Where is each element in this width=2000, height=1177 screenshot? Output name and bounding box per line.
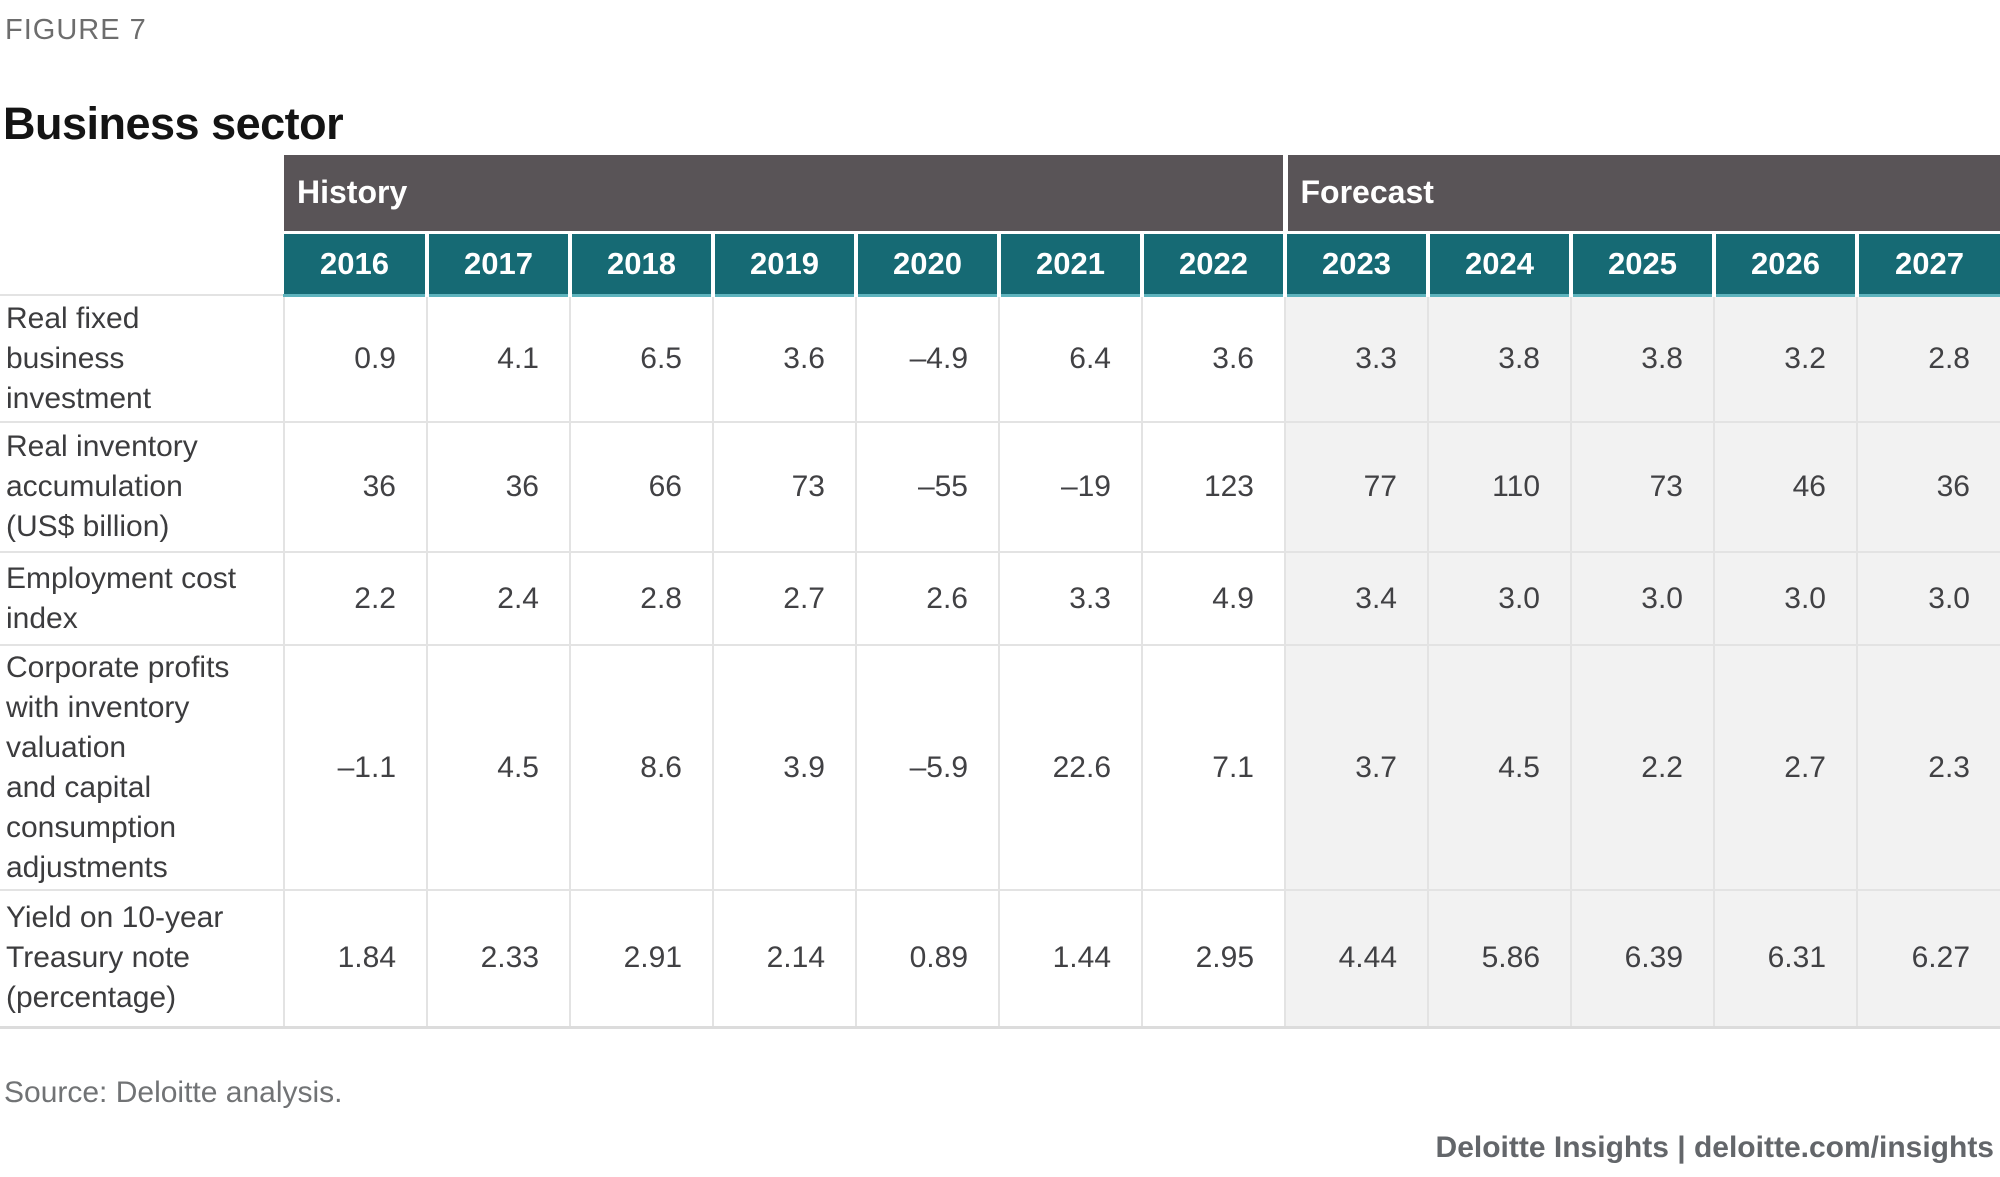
table-cell: 3.9	[712, 644, 856, 890]
table-cell: 2.33	[426, 889, 570, 1029]
year-header-2027: 2027	[1855, 230, 2000, 297]
year-header-2023: 2023	[1283, 230, 1428, 297]
table-cell: 4.5	[426, 644, 570, 890]
table-cell: 5.86	[1427, 889, 1571, 1029]
table-cell: 3.4	[1284, 551, 1428, 645]
year-header-2018: 2018	[568, 230, 713, 297]
year-header-2019: 2019	[711, 230, 856, 297]
forecast-band: Forecast	[1282, 155, 2000, 232]
table-cell: 36	[426, 421, 570, 552]
table-cell: –55	[855, 421, 999, 552]
year-header-2022: 2022	[1140, 230, 1285, 297]
table-cell: 1.84	[283, 889, 427, 1029]
page-title: Business sector	[3, 98, 344, 150]
table-cell: 8.6	[569, 644, 713, 890]
table-cell: 46	[1713, 421, 1857, 552]
history-band: History	[284, 155, 1285, 232]
table-cell: 2.2	[283, 551, 427, 645]
table-cell: 2.95	[1141, 889, 1285, 1029]
table-cell: 1.44	[998, 889, 1142, 1029]
table-cell: 3.6	[712, 294, 856, 422]
table-header: History Forecast 2016 2017 2018 2019 2020 202…	[0, 155, 2000, 297]
table-cell: 36	[1856, 421, 2000, 552]
band-row: History Forecast	[0, 155, 2000, 295]
table-cell: 2.14	[712, 889, 856, 1029]
row-label: Employment cost index	[0, 551, 284, 645]
table-cell: 6.39	[1570, 889, 1714, 1029]
table-cell: 73	[712, 421, 856, 552]
business-sector-table: History Forecast 2016 2017 2018 2019 2020 202…	[0, 155, 2000, 1029]
table-cell: 2.8	[569, 551, 713, 645]
table-row: Corporate profits with inventory valuati…	[0, 644, 2000, 890]
source-note: Source: Deloitte analysis.	[4, 1076, 343, 1109]
row-label: Real inventory accumulation (US$ billion…	[0, 421, 284, 552]
table-cell: 6.5	[569, 294, 713, 422]
table-cell: 7.1	[1141, 644, 1285, 890]
table-cell: –5.9	[855, 644, 999, 890]
table-cell: 3.8	[1427, 294, 1571, 422]
table-cell: 0.89	[855, 889, 999, 1029]
table-cell: 110	[1427, 421, 1571, 552]
table-cell: 2.91	[569, 889, 713, 1029]
table-cell: 73	[1570, 421, 1714, 552]
table-cell: 2.7	[1713, 644, 1857, 890]
table-cell: 3.6	[1141, 294, 1285, 422]
year-header-2017: 2017	[425, 230, 570, 297]
table-cell: 3.0	[1856, 551, 2000, 645]
table-cell: 22.6	[998, 644, 1142, 890]
row-label: Corporate profits with inventory valuati…	[0, 644, 284, 890]
table-cell: 4.5	[1427, 644, 1571, 890]
table-cell: 3.0	[1570, 551, 1714, 645]
table-cell: 2.8	[1856, 294, 2000, 422]
figure-label: FIGURE 7	[5, 14, 147, 46]
table-cell: –19	[998, 421, 1142, 552]
table-cell: 66	[569, 421, 713, 552]
table-cell: 3.0	[1427, 551, 1571, 645]
table-cell: 3.8	[1570, 294, 1714, 422]
table-cell: 4.9	[1141, 551, 1285, 645]
year-header-2020: 2020	[854, 230, 999, 297]
year-header-2026: 2026	[1712, 230, 1857, 297]
table-cell: 77	[1284, 421, 1428, 552]
table-cell: 6.31	[1713, 889, 1857, 1029]
table-cell: 36	[283, 421, 427, 552]
table-cell: 2.4	[426, 551, 570, 645]
table-cell: 6.27	[1856, 889, 2000, 1029]
table-cell: 3.3	[1284, 294, 1428, 422]
table-cell: 4.1	[426, 294, 570, 422]
table-cell: 2.3	[1856, 644, 2000, 890]
table-body: Real fixed business investment 0.9 4.1 6.5…	[0, 294, 2000, 1029]
row-label: Yield on 10-year Treasury note (percenta…	[0, 889, 284, 1029]
year-header-2021: 2021	[997, 230, 1142, 297]
year-header-2024: 2024	[1426, 230, 1571, 297]
table-cell: 3.7	[1284, 644, 1428, 890]
table-cell: 2.6	[855, 551, 999, 645]
table-cell: –1.1	[283, 644, 427, 890]
footer-brand: Deloitte Insights | deloitte.com/insight…	[1435, 1131, 1994, 1164]
table-cell: 4.44	[1284, 889, 1428, 1029]
year-header-2025: 2025	[1569, 230, 1714, 297]
year-header-row: 2016 2017 2018 2019 2020 2021 2022 2023 2024 2025…	[0, 230, 2000, 297]
year-header-2016: 2016	[284, 230, 427, 297]
table-cell: 123	[1141, 421, 1285, 552]
table-cell: –4.9	[855, 294, 999, 422]
table-row: Real inventory accumulation (US$ billion…	[0, 421, 2000, 552]
table-cell: 2.2	[1570, 644, 1714, 890]
table-cell: 6.4	[998, 294, 1142, 422]
table-cell: 2.7	[712, 551, 856, 645]
table-row: Yield on 10-year Treasury note (percenta…	[0, 889, 2000, 1029]
table-cell: 3.0	[1713, 551, 1857, 645]
row-label: Real fixed business investment	[0, 294, 284, 422]
table-row: Real fixed business investment 0.9 4.1 6.5…	[0, 294, 2000, 422]
table-cell: 3.3	[998, 551, 1142, 645]
table-row: Employment cost index 2.2 2.4 2.8 2.7 2.6 3.3…	[0, 551, 2000, 645]
corner-cell	[0, 155, 284, 295]
table-cell: 0.9	[283, 294, 427, 422]
table-cell: 3.2	[1713, 294, 1857, 422]
